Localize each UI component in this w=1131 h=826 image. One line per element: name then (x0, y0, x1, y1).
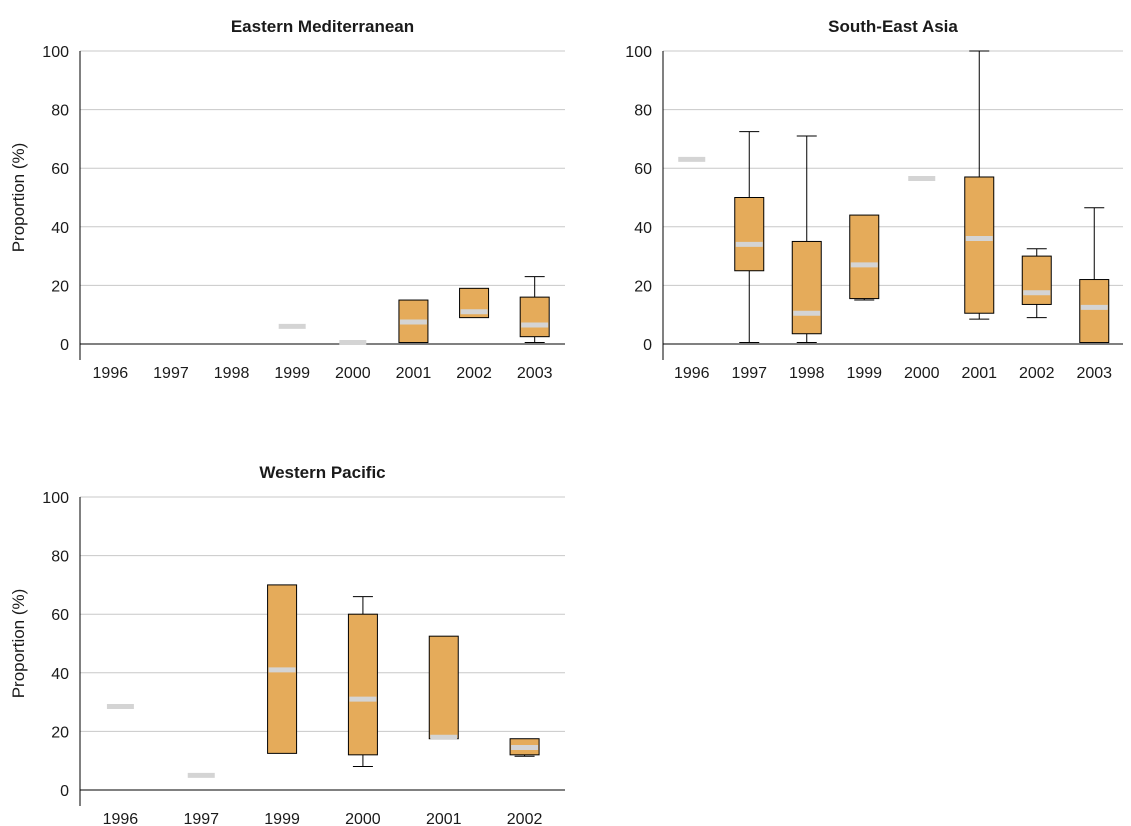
x-tick-label: 2002 (456, 365, 492, 382)
x-tick-label: 1998 (789, 365, 825, 382)
y-tick-label: 60 (51, 607, 69, 624)
chart-panel-3: Western Pacific 0 20 40 60 80 100 Proportion (%… (9, 463, 565, 826)
y-tick-label: 0 (60, 337, 69, 354)
box-body (849, 214, 880, 300)
x-tick-label: 2000 (335, 365, 371, 382)
x-tick-label: 1996 (103, 811, 139, 826)
y-tick-label: 80 (51, 103, 69, 120)
y-tick-label: 20 (51, 278, 69, 295)
chart-title: South-East Asia (828, 17, 958, 36)
y-tick-label: 80 (634, 103, 652, 120)
x-tick-label: 1999 (274, 365, 310, 382)
x-tick-label: 2001 (961, 365, 997, 382)
x-tick-label: 1999 (264, 811, 300, 826)
chart-panel-2: South-East Asia 0 20 40 60 80 100 1996 1997 1998 1… (625, 17, 1123, 382)
y-tick-label: 60 (634, 161, 652, 178)
x-tick-label: 2001 (396, 365, 432, 382)
x-tick-label: 2000 (345, 811, 381, 826)
y-tick-label: 100 (42, 490, 69, 507)
y-tick-label: 20 (51, 724, 69, 741)
box-body (428, 635, 459, 740)
box-1998 (791, 135, 822, 344)
x-tick-label: 1999 (846, 365, 882, 382)
y-tick-label: 60 (51, 161, 69, 178)
x-tick-label: 2001 (426, 811, 462, 826)
box-body (1079, 279, 1110, 344)
x-tick-label: 1996 (674, 365, 710, 382)
box-body (734, 197, 765, 272)
x-tick-label: 1996 (93, 365, 129, 382)
y-axis-label: Proportion (%) (9, 589, 28, 699)
box-2002 (1021, 248, 1052, 319)
x-tick-label: 2000 (904, 365, 940, 382)
y-tick-label: 100 (42, 44, 69, 61)
x-tick-label: 1997 (183, 811, 219, 826)
x-tick-label: 2003 (517, 365, 553, 382)
box-1999 (849, 214, 880, 301)
chart-panel-1: Eastern Mediterranean 0 20 40 60 80 100 Proport… (9, 17, 565, 382)
chart-title: Eastern Mediterranean (231, 17, 414, 36)
box-2001 (398, 299, 429, 344)
y-tick-label: 0 (643, 337, 652, 354)
y-tick-label: 100 (625, 44, 652, 61)
box-1997 (734, 131, 765, 344)
y-tick-label: 20 (634, 278, 652, 295)
y-axis-label: Proportion (%) (9, 143, 28, 253)
x-tick-label: 1997 (731, 365, 767, 382)
x-tick-label: 1998 (214, 365, 250, 382)
box-body (519, 296, 550, 338)
box-body (1021, 255, 1052, 305)
x-tick-label: 1997 (153, 365, 189, 382)
box-2001 (428, 635, 459, 740)
box-2002 (509, 738, 540, 757)
box-1999 (267, 584, 298, 754)
box-2003 (519, 276, 550, 344)
y-tick-label: 0 (60, 783, 69, 800)
box-body (964, 176, 995, 314)
y-tick-label: 40 (51, 666, 69, 683)
box-body (791, 240, 822, 335)
box-2002 (459, 287, 490, 319)
box-2001 (964, 50, 995, 320)
y-tick-label: 40 (51, 220, 69, 237)
y-tick-label: 40 (634, 220, 652, 237)
box-2003 (1079, 207, 1110, 344)
x-tick-label: 2003 (1076, 365, 1112, 382)
y-tick-label: 80 (51, 549, 69, 566)
box-2000 (347, 596, 378, 768)
chart-title: Western Pacific (259, 463, 385, 482)
x-tick-label: 2002 (1019, 365, 1055, 382)
x-tick-label: 2002 (507, 811, 543, 826)
box-body (347, 613, 378, 756)
